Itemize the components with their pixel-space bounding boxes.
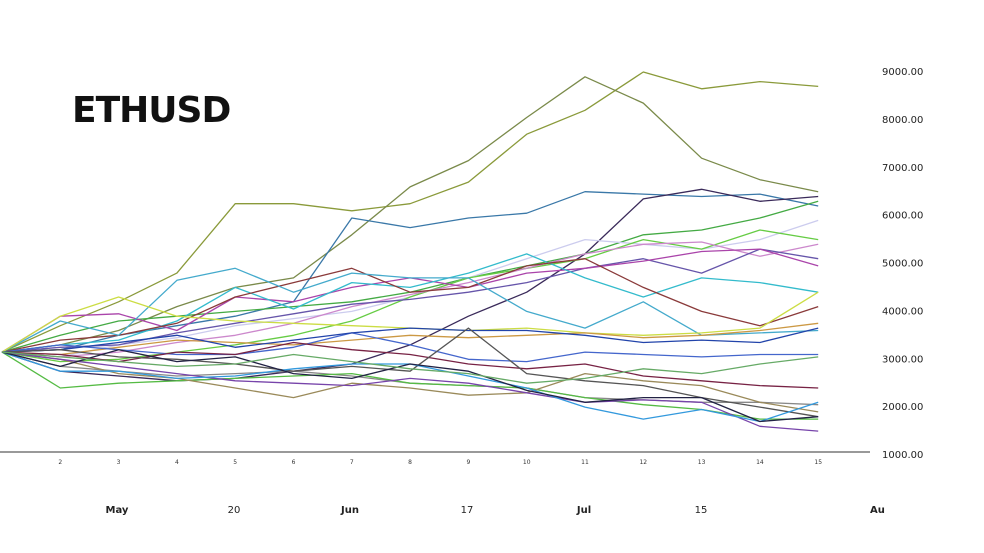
- x-tick-label: 12: [639, 459, 647, 466]
- series-line-21: [1, 327, 819, 418]
- y-tick-label: 1000.00: [882, 450, 923, 461]
- series-line-22: [1, 351, 819, 413]
- series-line-16: [1, 332, 819, 363]
- series-line-6: [1, 219, 819, 358]
- series-line-1: [1, 71, 819, 353]
- date-label: Jun: [340, 505, 359, 516]
- x-tick-label: 5: [233, 459, 237, 466]
- x-tick-label: 7: [350, 459, 354, 466]
- chart-title: ETHUSD: [72, 90, 231, 131]
- date-label: 17: [461, 505, 474, 516]
- x-tick-label: 15: [814, 459, 822, 466]
- series-line-15: [1, 322, 819, 356]
- y-tick-label: 5000.00: [882, 259, 923, 270]
- series-line-4: [1, 188, 819, 382]
- x-tick-label: 10: [523, 459, 531, 466]
- x-tick-label: 4: [175, 459, 179, 466]
- x-tick-label: 13: [698, 459, 706, 466]
- x-axis-date-labels: May 20 Jun 17 Jul 15 Au: [106, 505, 885, 516]
- series-line-8: [1, 241, 819, 358]
- date-label: May: [106, 505, 129, 516]
- y-tick-label: 6000.00: [882, 211, 923, 222]
- date-label: Au: [870, 505, 885, 516]
- y-tick-label: 8000.00: [882, 115, 923, 126]
- x-tick-label: 6: [292, 459, 296, 466]
- series-line-26: [1, 351, 819, 384]
- series-line-20: [1, 351, 819, 420]
- series-line-10: [1, 248, 819, 353]
- series-line-23: [1, 351, 819, 432]
- y-tick-label: 4000.00: [882, 306, 923, 317]
- series-line-2: [1, 76, 819, 353]
- x-tick-label: 8: [408, 459, 412, 466]
- x-tick-label: 2: [58, 459, 62, 466]
- series-line-11: [1, 253, 819, 353]
- y-tick-label: 2000.00: [882, 402, 923, 413]
- x-tick-label: 3: [117, 459, 121, 466]
- series-line-9: [1, 248, 819, 353]
- x-tick-label: 9: [466, 459, 470, 466]
- x-tick-label: 11: [581, 459, 589, 466]
- y-tick-label: 9000.00: [882, 67, 923, 78]
- y-tick-label: 3000.00: [882, 354, 923, 365]
- x-tick-label: 14: [756, 459, 764, 466]
- y-axis-labels: 9000.00 8000.00 7000.00 6000.00 5000.00 4000.…: [882, 67, 923, 461]
- series-line-25: [1, 349, 819, 423]
- series-line-3: [1, 191, 819, 353]
- y-tick-label: 7000.00: [882, 163, 923, 174]
- series-line-12: [1, 258, 819, 353]
- date-label: Jul: [576, 505, 591, 516]
- series-line-17: [1, 341, 819, 389]
- date-label: 15: [695, 505, 708, 516]
- x-axis-tick-labels: 2 3 4 5 6 7 8 9 10 11 12 13 14 15: [58, 459, 822, 466]
- series-line-13: [1, 267, 819, 353]
- date-label: 20: [228, 505, 241, 516]
- series-line-19: [1, 327, 819, 353]
- series-layer: [1, 71, 819, 432]
- series-line-7: [1, 229, 819, 363]
